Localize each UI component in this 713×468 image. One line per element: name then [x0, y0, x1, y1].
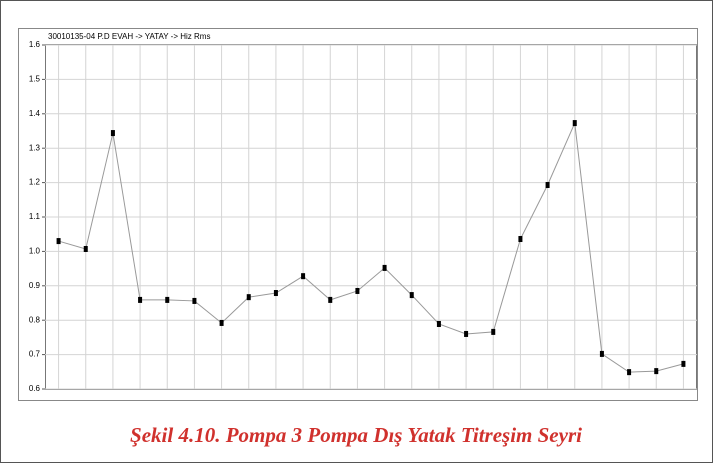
point-marker [518, 236, 523, 243]
y-tick-label: 0.9 [29, 281, 41, 290]
point-marker [464, 330, 469, 337]
chart-title: 30010135-04 P.D EVAH -> YATAY -> Hiz Rms [48, 32, 210, 41]
point-marker [192, 297, 197, 304]
y-tick-label: 1.4 [29, 109, 41, 118]
y-tick-label: 1.6 [29, 40, 41, 49]
point-marker [436, 320, 441, 327]
point-marker [56, 238, 61, 245]
point-marker [491, 328, 496, 335]
y-tick-label: 1.2 [29, 178, 41, 187]
y-tick-label: 1.3 [29, 143, 41, 152]
point-marker [599, 350, 604, 357]
y-tick-label: 1.5 [29, 75, 41, 84]
point-marker [355, 287, 360, 294]
point-marker [83, 245, 88, 252]
y-tick-label: 0.7 [29, 350, 41, 359]
y-tick-label: 1.0 [29, 247, 41, 256]
point-marker [273, 290, 278, 297]
y-tick-label: 0.8 [29, 315, 41, 324]
point-marker [572, 120, 577, 127]
point-marker [328, 296, 333, 303]
caption: Şekil 4.10. Pompa 3 Pompa Dış Yatak Titr… [130, 423, 582, 447]
point-marker [545, 182, 550, 189]
point-marker [681, 360, 686, 367]
point-marker [654, 368, 659, 375]
point-marker [138, 296, 143, 303]
point-marker [110, 130, 115, 137]
point-marker [301, 273, 306, 280]
point-marker [219, 319, 224, 326]
point-marker [165, 296, 170, 303]
y-tick-label: 0.6 [29, 384, 41, 393]
point-marker [246, 294, 251, 301]
y-tick-label: 1.1 [29, 212, 41, 221]
point-marker [409, 292, 414, 299]
plot: 0.6 0.7 0.8 0.9 1.0 1.1 1.2 1.3 1.4 1.5 1.6 [29, 40, 697, 393]
series-line [58, 121, 684, 373]
point-marker [382, 264, 387, 271]
point-marker [627, 369, 632, 376]
